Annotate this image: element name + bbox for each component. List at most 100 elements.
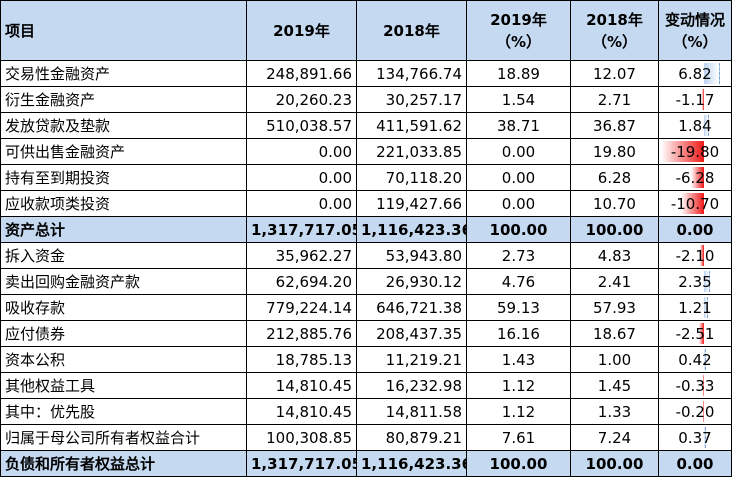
change-value: 0.00 [676, 220, 714, 239]
header-pct-2018-unit: （%） [591, 32, 638, 51]
negative-data-bar [703, 401, 705, 422]
row-label: 可供出售金融资产 [0, 138, 247, 165]
table-row: 应付债券 212,885.76 208,437.35 16.16 18.67 -2.51 [0, 320, 732, 347]
value-2019: 18,785.13 [246, 346, 357, 373]
table-row: 吸收存款 779,224.14 646,721.38 59.13 57.93 1.21 [0, 294, 732, 321]
negative-data-bar [703, 375, 705, 396]
positive-data-bar [704, 115, 710, 136]
value-2019: 100,308.85 [246, 424, 357, 451]
row-label: 衍生金融资产 [0, 86, 247, 113]
value-2018: 411,591.62 [356, 112, 467, 139]
pct-2019: 16.16 [466, 320, 571, 347]
header-pct-2018: 2018年 （%） [570, 0, 659, 61]
table-row: 发放贷款及垫款 510,038.57 411,591.62 38.71 36.87 1.8… [0, 112, 732, 139]
pct-2018: 7.24 [570, 424, 659, 451]
negative-data-bar [661, 141, 705, 162]
header-pct-2019-unit: （%） [495, 32, 542, 51]
value-2018: 134,766.74 [356, 60, 467, 87]
change-value: -2.51 [675, 324, 715, 343]
header-pct-2019: 2019年 （%） [466, 0, 571, 61]
value-2018: 53,943.80 [356, 242, 467, 269]
pct-2018: 10.70 [570, 190, 659, 217]
change-value: 0.00 [676, 454, 714, 473]
total-row: 负债和所有者权益总计 1,317,717.05 1,116,423.36 100.00… [0, 450, 732, 477]
row-label: 持有至到期投资 [0, 164, 247, 191]
pct-2019: 59.13 [466, 294, 571, 321]
value-2019: 35,962.27 [246, 242, 357, 269]
change-cell: -2.51 [658, 320, 732, 347]
value-2019: 20,260.23 [246, 86, 357, 113]
pct-2018: 1.45 [570, 372, 659, 399]
pct-2019: 2.73 [466, 242, 571, 269]
positive-data-bar [704, 427, 707, 448]
value-2019: 14,810.45 [246, 372, 357, 399]
row-label: 其中：优先股 [0, 398, 247, 425]
pct-2018: 4.83 [570, 242, 659, 269]
positive-data-bar [704, 297, 708, 318]
pct-2019: 1.12 [466, 398, 571, 425]
positive-data-bar [704, 63, 721, 84]
row-label: 发放贷款及垫款 [0, 112, 247, 139]
pct-2019: 1.54 [466, 86, 571, 113]
change-cell: -2.10 [658, 242, 732, 269]
change-value: 1.84 [678, 116, 712, 135]
change-value: -0.20 [675, 402, 715, 421]
value-2019: 0.00 [246, 138, 357, 165]
pct-2018: 1.00 [570, 346, 659, 373]
pct-2018: 57.93 [570, 294, 659, 321]
header-pct-2018-year: 2018年 [586, 10, 643, 29]
total-row: 资产总计 1,317,717.05 1,116,423.36 100.00 100.00… [0, 216, 732, 243]
table-row: 卖出回购金融资产款 62,694.20 26,930.12 4.76 2.41 2.35 [0, 268, 732, 295]
row-label: 交易性金融资产 [0, 60, 247, 87]
pct-2018: 100.00 [570, 450, 659, 477]
table-row: 归属于母公司所有者权益合计 100,308.85 80,879.21 7.61 7.24… [0, 424, 732, 451]
change-value: -2.10 [675, 246, 715, 265]
row-label: 吸收存款 [0, 294, 247, 321]
value-2019: 62,694.20 [246, 268, 357, 295]
header-change: 变动情况 （%） [658, 0, 732, 61]
row-label: 归属于母公司所有者权益合计 [0, 424, 247, 451]
change-cell: 0.00 [658, 216, 732, 243]
pct-2018: 6.28 [570, 164, 659, 191]
header-change-unit: （%） [672, 32, 718, 51]
value-2018: 30,257.17 [356, 86, 467, 113]
change-value: 6.82 [678, 64, 712, 83]
positive-data-bar [704, 349, 707, 370]
negative-data-bar [699, 245, 705, 266]
change-cell: -0.20 [658, 398, 732, 425]
value-2019: 510,038.57 [246, 112, 357, 139]
header-2019: 2019年 [246, 0, 357, 61]
value-2019: 779,224.14 [246, 294, 357, 321]
value-2018: 14,811.58 [356, 398, 467, 425]
balance-sheet-table: 项目 2019年 2018年 2019年 （%） 2018年 （%） 变动情况 （%）… [0, 0, 732, 477]
value-2018: 16,232.98 [356, 372, 467, 399]
value-2018: 70,118.20 [356, 164, 467, 191]
header-item: 项目 [0, 0, 247, 61]
change-value: -1.17 [675, 90, 715, 109]
change-cell: 0.00 [658, 450, 732, 477]
value-2018: 26,930.12 [356, 268, 467, 295]
change-value: 2.35 [678, 272, 712, 291]
value-2019: 1,317,717.05 [246, 450, 357, 477]
header-pct-2019-year: 2019年 [490, 10, 547, 29]
change-value: -0.33 [675, 376, 715, 395]
pct-2018: 19.80 [570, 138, 659, 165]
change-value: 1.21 [678, 298, 712, 317]
table-row: 拆入资金 35,962.27 53,943.80 2.73 4.83 -2.10 [0, 242, 732, 269]
value-2018: 221,033.85 [356, 138, 467, 165]
table-row: 衍生金融资产 20,260.23 30,257.17 1.54 2.71 -1.17 [0, 86, 732, 113]
pct-2018: 36.87 [570, 112, 659, 139]
value-2019: 14,810.45 [246, 398, 357, 425]
header-2018: 2018年 [356, 0, 467, 61]
value-2019: 1,317,717.05 [246, 216, 357, 243]
pct-2018: 18.67 [570, 320, 659, 347]
table-row: 交易性金融资产 248,891.66 134,766.74 18.89 12.07 6.8… [0, 60, 732, 87]
pct-2018: 2.71 [570, 86, 659, 113]
row-label: 资本公积 [0, 346, 247, 373]
change-cell: -6.28 [658, 164, 732, 191]
table-row: 可供出售金融资产 0.00 221,033.85 0.00 19.80 -19.80 [0, 138, 732, 165]
negative-data-bar [701, 89, 705, 110]
value-2018: 11,219.21 [356, 346, 467, 373]
change-cell: -0.33 [658, 372, 732, 399]
table-header-row: 项目 2019年 2018年 2019年 （%） 2018年 （%） 变动情况 （%） [0, 0, 732, 61]
